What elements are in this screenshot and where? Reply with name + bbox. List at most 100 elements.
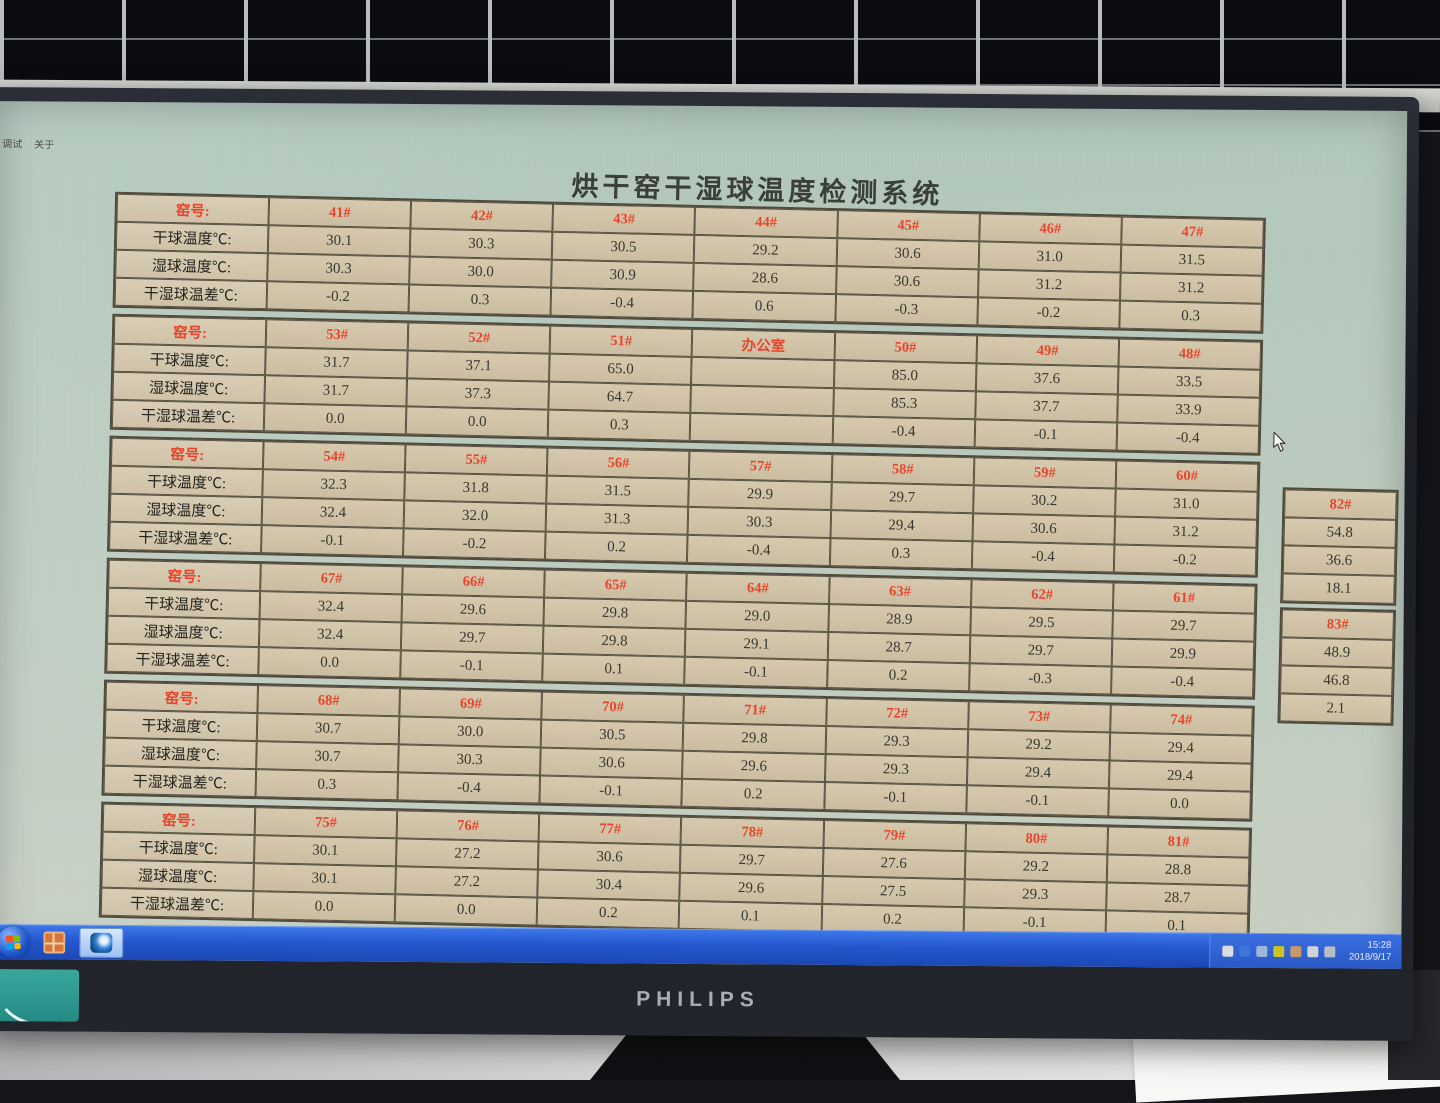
start-button[interactable] (0, 926, 30, 959)
screen: 调试 关于 烘干窑干湿球温度检测系统 窑号: 41# 42# 43# 44# 45# 46#… (0, 101, 1408, 969)
temperature-value: -0.3 (834, 294, 978, 326)
tray-icon-5[interactable] (1290, 945, 1302, 957)
temperature-value: 29.6 (679, 872, 823, 904)
kiln-number-header: 82# (1284, 489, 1397, 520)
kiln-number-header: 60# (1115, 460, 1259, 492)
temperature-value: 29.8 (543, 597, 687, 629)
temperature-value: 2.1 (1279, 693, 1393, 724)
temperature-value: 27.2 (396, 838, 539, 870)
kiln-number-header: 83# (1281, 609, 1394, 640)
temperature-value: 29.7 (830, 482, 974, 514)
kiln-number-header: 75# (254, 807, 398, 839)
temperature-value: 18.1 (1282, 573, 1395, 604)
tray-icon-4[interactable] (1273, 945, 1285, 957)
tray-icon-2[interactable] (1239, 945, 1251, 957)
temperature-value: 31.2 (1119, 272, 1263, 304)
temperature-value: 29.6 (682, 750, 826, 782)
menu-item-about[interactable]: 关于 (34, 139, 55, 152)
temperature-value: 31.0 (1114, 488, 1258, 520)
temperature-value: 37.1 (407, 350, 550, 382)
kiln-number-header: 72# (825, 698, 969, 730)
temperature-value: 29.9 (688, 478, 832, 511)
kiln-number-header: 65# (544, 569, 688, 601)
temperature-value: 30.0 (409, 256, 553, 288)
temperature-value: 27.2 (395, 866, 539, 898)
temperature-value: 31.5 (546, 475, 690, 507)
kiln-number-header: 48# (1118, 338, 1262, 370)
row-label: 干球温度℃: (113, 343, 266, 376)
temperature-value: 0.0 (258, 647, 401, 679)
kiln-number-header: 办公室 (692, 328, 835, 361)
temperature-value: -0.4 (397, 772, 541, 804)
temperature-value: 29.7 (969, 635, 1113, 667)
temperature-value: 0.3 (408, 284, 552, 316)
row-label: 湿球温度℃: (106, 615, 260, 648)
temperature-value: 85.3 (832, 388, 976, 420)
temperature-value: 65.0 (549, 353, 693, 385)
temperature-value: 27.6 (822, 847, 966, 880)
kiln-block-5: 窑号: 68# 69# 70# 71# 72# 73# 74# 干球温度℃: 30.7 30.0 30… (101, 679, 1255, 822)
temperature-value: 30.4 (537, 869, 681, 901)
kiln-number-header: 44# (694, 206, 838, 239)
kiln-number-header: 68# (257, 685, 401, 717)
menu-item-debug[interactable]: 调试 (2, 139, 23, 151)
temperature-value: 30.7 (256, 741, 399, 773)
row-label: 湿球温度℃: (101, 859, 254, 892)
temperature-value: 0.2 (681, 778, 825, 810)
temperature-value: -0.1 (823, 781, 967, 814)
kiln-number-header: 50# (834, 332, 977, 364)
temperature-value: -0.4 (971, 541, 1115, 573)
kiln-block-82: 82# 54.8 36.6 18.1 (1280, 487, 1399, 606)
taskbar-clock[interactable]: 15:28 2018/9/17 (1349, 940, 1391, 964)
temperature-value: 0.2 (536, 897, 680, 929)
temperature-value: -0.4 (687, 534, 831, 567)
temperature-value: 29.7 (400, 622, 544, 654)
kiln-number-header: 59# (973, 457, 1117, 489)
temperature-value: 30.6 (538, 841, 681, 873)
tray-icon-3[interactable] (1256, 945, 1268, 957)
row-label: 干球温度℃: (107, 587, 261, 620)
kiln-number-header: 49# (976, 335, 1119, 367)
monitoring-app-icon (90, 932, 113, 953)
temperature-value: 29.9 (1111, 638, 1255, 670)
quick-launch-icon[interactable] (43, 931, 66, 954)
kiln-block-1: 窑号: 41# 42# 43# 44# 45# 46# 47# 干球温度℃: 30.1 30.3 30… (112, 191, 1266, 334)
tray-icon-7[interactable] (1324, 945, 1336, 957)
kiln-number-header: 81# (1107, 826, 1250, 858)
temperature-value: 29.2 (967, 729, 1111, 761)
system-tray: 15:28 2018/9/17 (1208, 933, 1402, 969)
temperature-value: 29.1 (685, 628, 828, 661)
kiln-number-header: 71# (683, 694, 827, 727)
temperature-value: -0.2 (1113, 544, 1257, 576)
kiln-number-header: 55# (405, 444, 548, 476)
row-label: 窑号: (108, 559, 261, 592)
temperature-value: 64.7 (548, 381, 692, 413)
temperature-value: -0.1 (400, 650, 544, 682)
temperature-value: 30.5 (540, 719, 684, 751)
taskbar-app-button[interactable] (79, 927, 124, 958)
kiln-number-header: 79# (823, 819, 966, 852)
table-area: 窑号: 41# 42# 43# 44# 45# 46# 47# 干球温度℃: 30.1 30.3 30… (98, 191, 1266, 950)
row-label: 湿球温度℃: (104, 737, 257, 770)
temperature-value: -0.4 (1116, 422, 1260, 454)
kiln-number-header: 51# (549, 325, 693, 357)
clock-time: 15:28 (1367, 939, 1392, 951)
temperature-value: 29.4 (1109, 732, 1253, 764)
temperature-value: 28.8 (1106, 854, 1250, 886)
kiln-block-3: 窑号: 54# 55# 56# 57# 58# 59# 60# 干球温度℃: 32.3 31.8 31… (107, 435, 1261, 578)
temperature-value: 29.4 (1108, 760, 1252, 792)
temperature-value: 0.0 (1108, 788, 1251, 820)
temperature-value: 0.0 (405, 406, 549, 438)
row-label: 窑号: (110, 437, 264, 470)
temperature-value: 30.3 (267, 253, 410, 285)
kiln-number-header: 69# (399, 688, 543, 720)
temperature-value: 28.7 (827, 632, 971, 664)
temperature-value: 0.0 (394, 894, 538, 926)
tray-icon-6[interactable] (1307, 945, 1319, 957)
kiln-block-83: 83# 48.9 46.8 2.1 (1277, 607, 1397, 726)
tray-icon-1[interactable] (1222, 945, 1234, 957)
temperature-value: 32.3 (262, 469, 406, 501)
temperature-value: 28.7 (1105, 882, 1249, 914)
temperature-value: 29.5 (970, 607, 1113, 639)
temperature-value: 31.2 (977, 269, 1121, 301)
